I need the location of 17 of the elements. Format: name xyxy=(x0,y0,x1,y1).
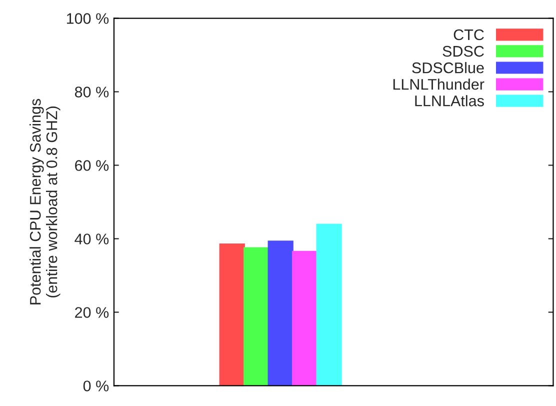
legend-label: LLNLAtlas xyxy=(415,95,484,106)
legend-label: SDSC xyxy=(442,46,484,57)
bar xyxy=(219,244,245,386)
y-tick-label: 20 % xyxy=(75,307,109,318)
y-tick-label: 100 % xyxy=(66,13,109,24)
legend-label: SDSCBlue xyxy=(412,62,484,74)
bar xyxy=(244,247,270,386)
bar xyxy=(316,224,342,386)
y-tick-label: 60 % xyxy=(75,160,109,171)
y-tick-label: 0 % xyxy=(83,380,109,392)
bar xyxy=(268,240,294,386)
y-tick-label: 40 % xyxy=(74,234,109,244)
legend-label: LLNLThunder xyxy=(393,78,484,90)
y-axis-title: Potential CPU Energy Savings (entire workload at 0.8 GHZ) xyxy=(30,98,60,304)
bar xyxy=(292,250,318,386)
y-tick-label: 80 % xyxy=(74,86,109,98)
legend-label: CTC xyxy=(454,29,484,40)
